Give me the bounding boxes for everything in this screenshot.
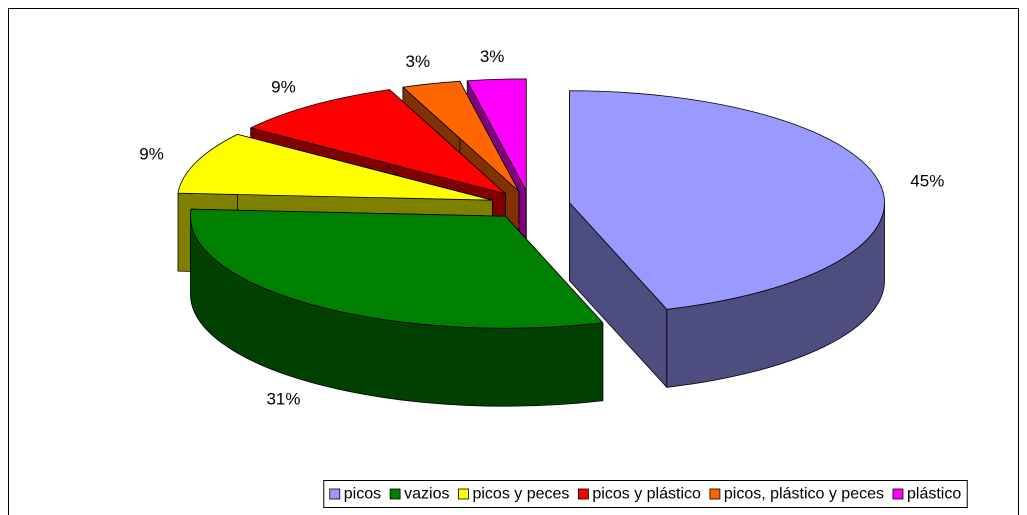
data-label: 3%	[480, 47, 505, 66]
legend-swatch	[458, 488, 469, 500]
legend-box	[323, 480, 968, 508]
pie	[177, 78, 885, 407]
legend-swatch	[892, 488, 904, 500]
data-label: 45%	[910, 171, 944, 190]
legend-swatch	[709, 488, 721, 500]
legend-label: vazios	[404, 486, 449, 503]
slice-top	[402, 80, 520, 192]
legend-label: picos, plástico y peces	[724, 486, 884, 503]
legend-label: picos y peces	[472, 486, 569, 503]
legend-swatch	[578, 488, 589, 500]
pie-slice	[190, 208, 604, 407]
pie-slice	[569, 90, 885, 388]
legend-label: plástico	[907, 486, 961, 503]
legend: picos vazios picos y peces picos y plástico…	[323, 480, 968, 508]
slice-top	[177, 133, 493, 201]
slice-top	[466, 78, 527, 192]
slice-top	[569, 90, 885, 310]
legend-label: picos	[344, 486, 381, 503]
data-label: 9%	[271, 77, 296, 96]
data-label: 31%	[266, 390, 300, 409]
data-label: 3%	[405, 52, 430, 71]
legend-swatch	[329, 488, 341, 500]
legend-swatch	[389, 488, 401, 500]
slice-top	[250, 89, 506, 195]
slice-top	[190, 208, 604, 329]
data-label: 9%	[139, 144, 164, 163]
legend-label: picos y plástico	[592, 486, 701, 503]
